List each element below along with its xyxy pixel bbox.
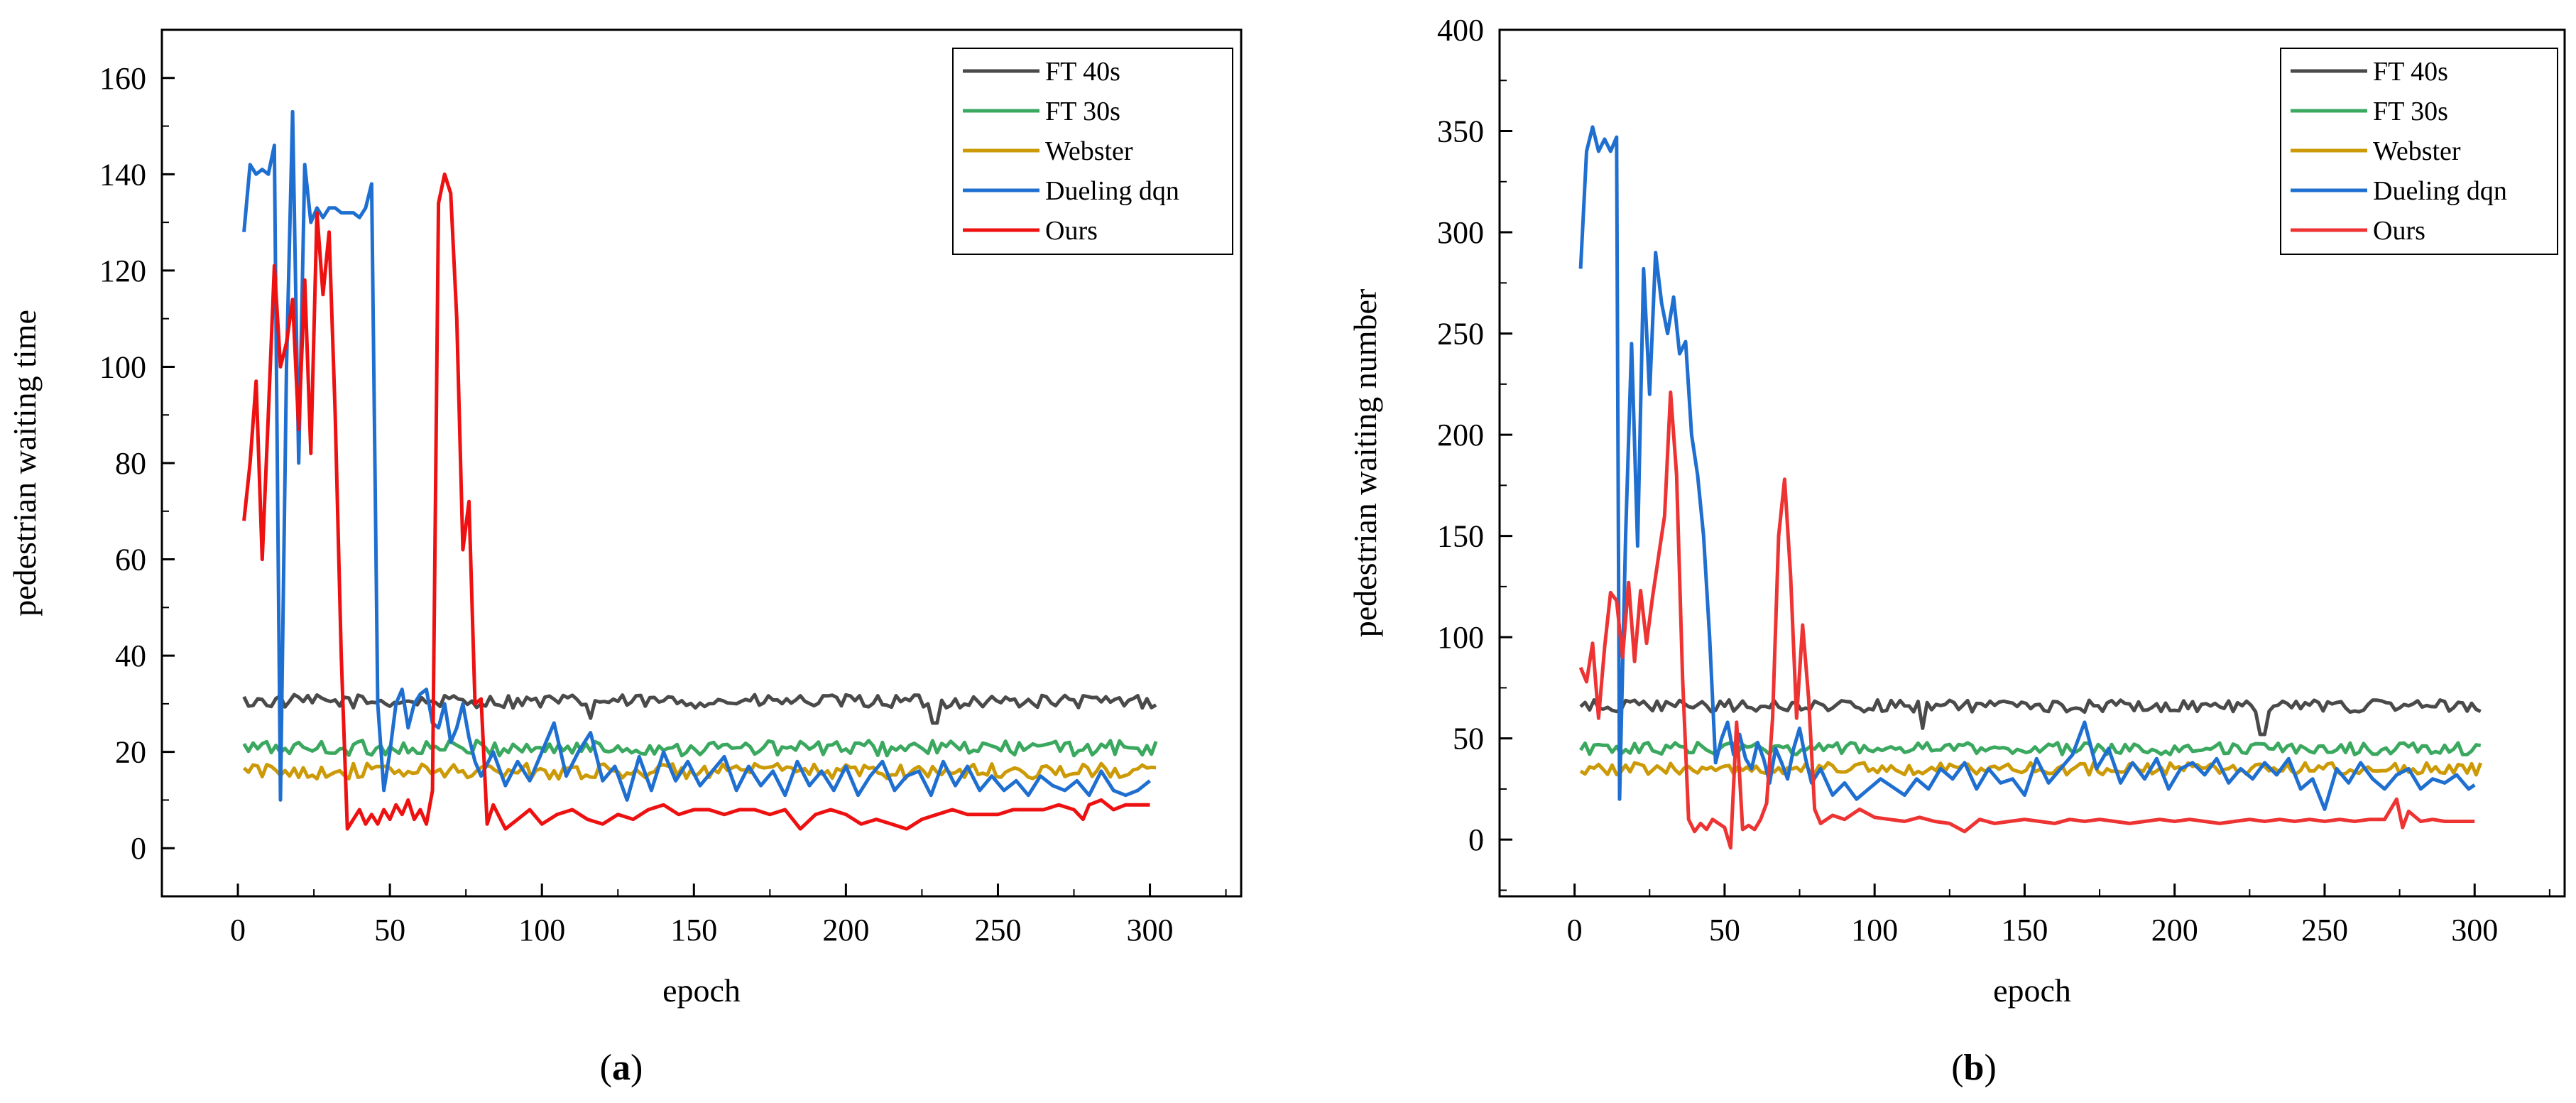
plot-frame bbox=[1498, 28, 2566, 898]
legend-label-ours: Ours bbox=[1045, 216, 1098, 246]
x-tick-label: 150 bbox=[670, 913, 717, 947]
y-tick-label: 150 bbox=[1437, 519, 1484, 554]
x-tick-label: 300 bbox=[1127, 913, 1174, 947]
y-tick-label: 350 bbox=[1437, 114, 1484, 149]
x-axis-title: epoch bbox=[1993, 972, 2071, 1009]
x-axis-title: epoch bbox=[662, 972, 741, 1009]
y-tick-label: 250 bbox=[1437, 317, 1484, 352]
y-tick-label: 40 bbox=[115, 639, 146, 673]
x-tick-label: 200 bbox=[822, 913, 869, 947]
panel-label-close: ) bbox=[1984, 1048, 1996, 1088]
y-tick-label: 400 bbox=[1437, 13, 1484, 48]
legend-label-webster: Webster bbox=[1045, 136, 1133, 166]
legend-label-ft-40s: FT 40s bbox=[1045, 57, 1120, 87]
y-axis-title: pedestrian waiting time bbox=[6, 310, 43, 616]
x-tick-label: 250 bbox=[2301, 913, 2348, 947]
panel-label: (a) bbox=[600, 1048, 643, 1088]
legend-label-ours: Ours bbox=[2373, 216, 2425, 246]
y-tick-label: 120 bbox=[99, 254, 146, 288]
series-line-ft-40s bbox=[242, 692, 1157, 725]
y-tick-label: 100 bbox=[99, 349, 146, 384]
legend: FT 40s FT 30s Webster Dueling dqn Ours bbox=[952, 48, 1233, 255]
legend-label-dueling-dqn: Dueling dqn bbox=[2373, 176, 2507, 206]
x-tick-label: 50 bbox=[1709, 913, 1740, 947]
x-tick-label: 250 bbox=[974, 913, 1021, 947]
x-tick-label: 100 bbox=[1851, 913, 1898, 947]
y-tick-label: 0 bbox=[1468, 822, 1484, 857]
y-tick-label: 60 bbox=[115, 543, 146, 577]
panel-label: (b) bbox=[1951, 1048, 1997, 1088]
panel-label-letter: a bbox=[612, 1048, 631, 1088]
y-tick-label: 50 bbox=[1453, 722, 1484, 756]
series-line-ft-40s bbox=[1579, 698, 2482, 737]
panel-label-open: ( bbox=[1951, 1048, 1963, 1088]
y-tick-label: 80 bbox=[115, 446, 146, 481]
y-tick-label: 200 bbox=[1437, 418, 1484, 452]
panel-label-open: ( bbox=[600, 1048, 612, 1088]
y-tick-label: 20 bbox=[115, 735, 146, 770]
legend-label-ft-30s: FT 30s bbox=[1045, 97, 1120, 126]
y-tick-label: 160 bbox=[99, 61, 146, 96]
y-tick-label: 100 bbox=[1437, 620, 1484, 655]
y-tick-label: 300 bbox=[1437, 215, 1484, 250]
legend-label-ft-30s: FT 30s bbox=[2373, 97, 2448, 126]
panel-label-letter: b bbox=[1964, 1048, 1985, 1088]
legend-label-ft-40s: FT 40s bbox=[2373, 57, 2448, 87]
chart-panel-b: 0 50 100 150 200 250 300 0 50 100 150 200 250 300 350 4… bbox=[1347, 13, 2566, 1088]
series-line-dueling-dqn bbox=[1578, 125, 2476, 811]
series-line-ft-30s bbox=[242, 739, 1158, 758]
legend-label-webster: Webster bbox=[2373, 136, 2461, 166]
y-axis-title: pedestrian waiting number bbox=[1347, 289, 1383, 638]
series-line-webster bbox=[1579, 761, 2483, 777]
y-tick-label: 0 bbox=[131, 831, 146, 866]
x-tick-label: 200 bbox=[2151, 913, 2198, 947]
x-tick-label: 0 bbox=[1567, 913, 1583, 947]
series-line-ours bbox=[242, 172, 1150, 831]
series-line-webster bbox=[242, 761, 1157, 781]
x-tick-label: 0 bbox=[230, 913, 246, 947]
y-tick-label: 140 bbox=[99, 157, 146, 192]
x-tick-label: 100 bbox=[518, 913, 565, 947]
legend: FT 40s FT 30s Webster Dueling dqn Ours bbox=[2280, 48, 2558, 255]
legend-label-dueling-dqn: Dueling dqn bbox=[1045, 176, 1179, 206]
panel-label-close: ) bbox=[631, 1048, 643, 1088]
series-line-ours bbox=[1578, 390, 2475, 850]
x-tick-label: 50 bbox=[374, 913, 405, 947]
series-line-dueling-dqn bbox=[242, 109, 1152, 802]
chart-panel-a: 0 50 100 150 200 250 300 0 20 40 60 80 100 120 140 160 e… bbox=[6, 28, 1243, 1088]
x-tick-label: 300 bbox=[2451, 913, 2498, 947]
x-tick-label: 150 bbox=[2001, 913, 2048, 947]
